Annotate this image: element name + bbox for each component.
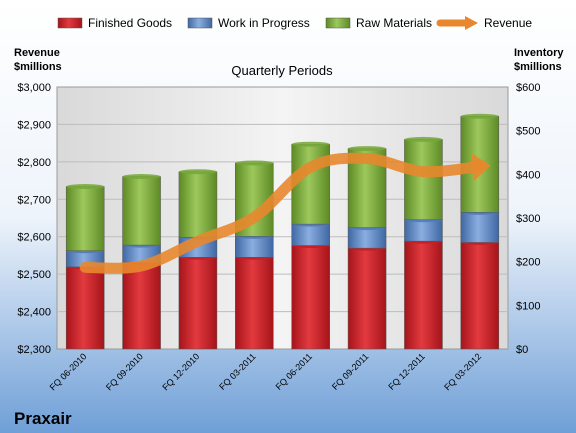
right-tick-label: $600 [516,82,540,94]
right-tick-label: $500 [516,126,540,138]
chart-title: Quarterly Periods [231,63,333,78]
right-tick-label: $200 [516,257,540,269]
legend-label-finished-goods: Finished Goods [88,16,172,30]
right-tick-label: $400 [516,169,540,181]
right-axis-ticks: $0 $100 $200 $300 $400 $500 $600 [516,82,540,356]
right-tick-label: $100 [516,300,540,312]
right-tick-label: $0 [516,344,528,356]
left-tick-label: $2,300 [17,344,51,356]
legend-arrow-revenue [465,16,478,30]
left-tick-label: $2,600 [17,232,51,244]
bar-work-in-progress [460,212,500,243]
bar-finished-goods [178,257,218,350]
bar-finished-goods [291,245,330,350]
legend-swatch-finished-goods [57,17,83,29]
legend-label-work-in-progress: Work in Progress [218,16,310,30]
bar-finished-goods [65,266,105,350]
bar-top-raw-materials [404,136,443,142]
legend-label-raw-materials: Raw Materials [356,16,432,30]
bar-top-raw-materials [178,169,217,175]
bar-raw-materials [404,139,443,220]
right-tick-label: $300 [516,213,540,225]
bar-top-raw-materials [122,174,161,180]
bar-raw-materials [65,186,105,251]
revenue-arrowhead [471,153,491,181]
bar-top-raw-materials [235,160,274,166]
legend-label-revenue: Revenue [484,16,532,30]
company-name: Praxair [14,409,72,428]
bar-work-in-progress [235,236,274,258]
legend-swatch-work-in-progress [187,17,213,29]
bar-top-raw-materials [66,184,105,190]
bar-work-in-progress [291,223,330,246]
bar-finished-goods [460,242,500,350]
left-axis-ticks: $2,300 $2,400 $2,500 $2,600 $2,700 $2,800 $2,9… [17,82,51,356]
bar-top-raw-materials [291,141,330,147]
bar-work-in-progress [347,227,387,249]
right-axis-label: Inventory $millions [514,47,564,73]
left-axis-label: Revenue $millions [14,47,62,73]
bar-work-in-progress [404,219,443,242]
left-tick-label: $3,000 [17,82,51,94]
left-tick-label: $2,500 [17,269,51,281]
left-tick-label: $2,800 [17,157,51,169]
bar-raw-materials [122,176,161,246]
left-tick-label: $2,900 [17,119,51,131]
left-tick-label: $2,700 [17,194,51,206]
legend: Finished Goods Work in Progress Raw Materi… [57,16,532,30]
left-tick-label: $2,400 [17,307,51,319]
bar-top-raw-materials [460,113,499,119]
legend-swatch-raw-materials [325,17,351,29]
bar-top-raw-materials [348,146,387,152]
bar-finished-goods [235,257,274,350]
revenue-line [79,152,486,274]
revenue-line-group [79,152,491,274]
bar-finished-goods [404,240,443,350]
bar-finished-goods [122,262,161,350]
bar-raw-materials [178,171,218,238]
bar-finished-goods [347,247,387,350]
